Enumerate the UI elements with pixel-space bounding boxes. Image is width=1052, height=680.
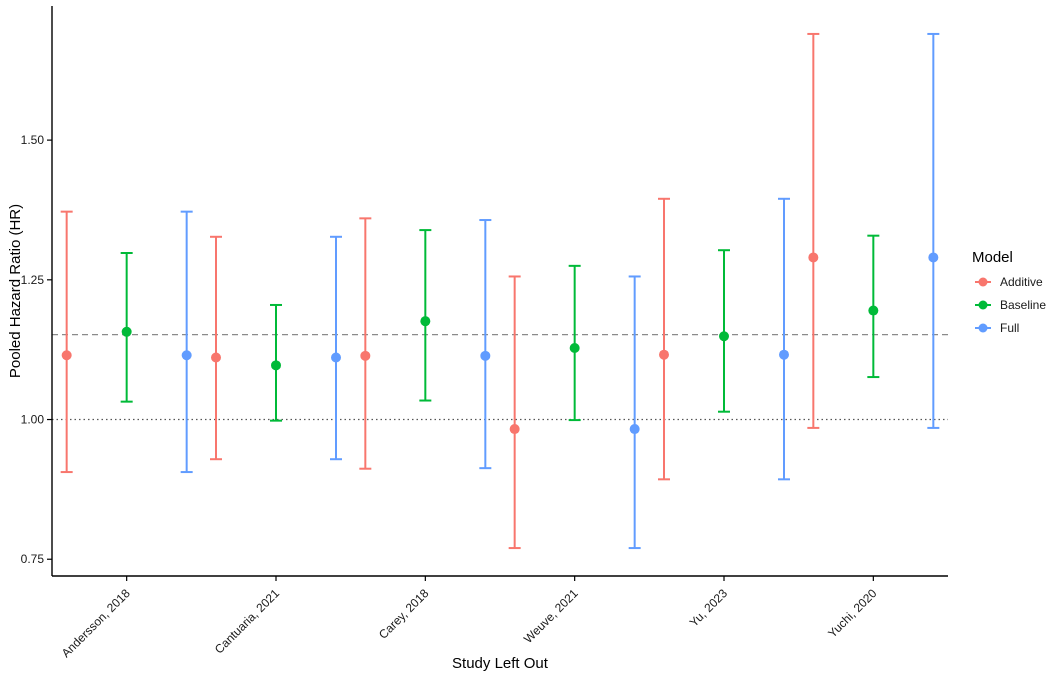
point-estimate <box>480 350 491 361</box>
point-estimate <box>61 350 72 361</box>
legend-items: Additive Baseline Full <box>975 275 1046 335</box>
y-tick-label: 1.50 <box>21 133 45 147</box>
legend-label: Full <box>1000 321 1019 335</box>
x-tick-label: Yuchi, 2020 <box>825 586 879 640</box>
x-tick-label: Carey, 2018 <box>376 586 432 642</box>
y-tick-label: 1.25 <box>21 273 45 287</box>
legend: Model Additive Baseline Full <box>972 249 1046 335</box>
point-estimate <box>719 331 729 342</box>
y-tick-label: 1.00 <box>21 413 45 427</box>
legend-swatch-point <box>978 323 988 333</box>
legend-swatch-point <box>978 277 988 287</box>
series-baseline <box>120 229 880 422</box>
legend-title: Model <box>972 249 1013 266</box>
point-estimate <box>360 350 371 361</box>
y-tick-label: 0.75 <box>21 552 45 566</box>
point-estimate <box>509 424 520 435</box>
x-tick-label: Andersson, 2018 <box>59 586 133 660</box>
point-estimate <box>808 252 819 263</box>
x-tick-label: Yu, 2023 <box>687 586 731 630</box>
point-estimate <box>121 326 132 337</box>
x-tick-label: Cantuaria, 2021 <box>212 586 283 657</box>
point-estimate <box>569 343 580 353</box>
legend-item-baseline: Baseline <box>975 298 1046 312</box>
point-estimate <box>629 424 640 435</box>
point-estimate <box>271 360 281 371</box>
point-estimate <box>331 352 341 363</box>
point-estimate <box>659 349 669 360</box>
point-estimate <box>211 352 221 363</box>
x-axis-title: Study Left Out <box>452 655 549 672</box>
reference-lines <box>52 333 948 421</box>
point-estimate <box>868 305 879 316</box>
legend-label: Baseline <box>1000 298 1046 312</box>
legend-item-full: Full <box>975 321 1019 335</box>
x-axis-ticks: Andersson, 2018 Cantuaria, 2021 Carey, 201… <box>59 576 880 660</box>
series-additive <box>60 32 820 550</box>
y-axis-ticks: 0.75 1.00 1.25 1.50 <box>21 133 52 566</box>
series-full <box>180 32 940 550</box>
legend-label: Additive <box>1000 275 1043 289</box>
y-axis-title: Pooled Hazard Ratio (HR) <box>7 204 24 378</box>
point-estimate <box>181 350 192 361</box>
series-layer <box>60 32 940 550</box>
point-estimate <box>779 349 789 360</box>
point-estimate <box>928 252 939 263</box>
legend-swatch-point <box>978 300 988 310</box>
legend-item-additive: Additive <box>975 275 1043 289</box>
x-tick-label: Weuve, 2021 <box>521 586 581 646</box>
point-estimate <box>420 316 431 327</box>
